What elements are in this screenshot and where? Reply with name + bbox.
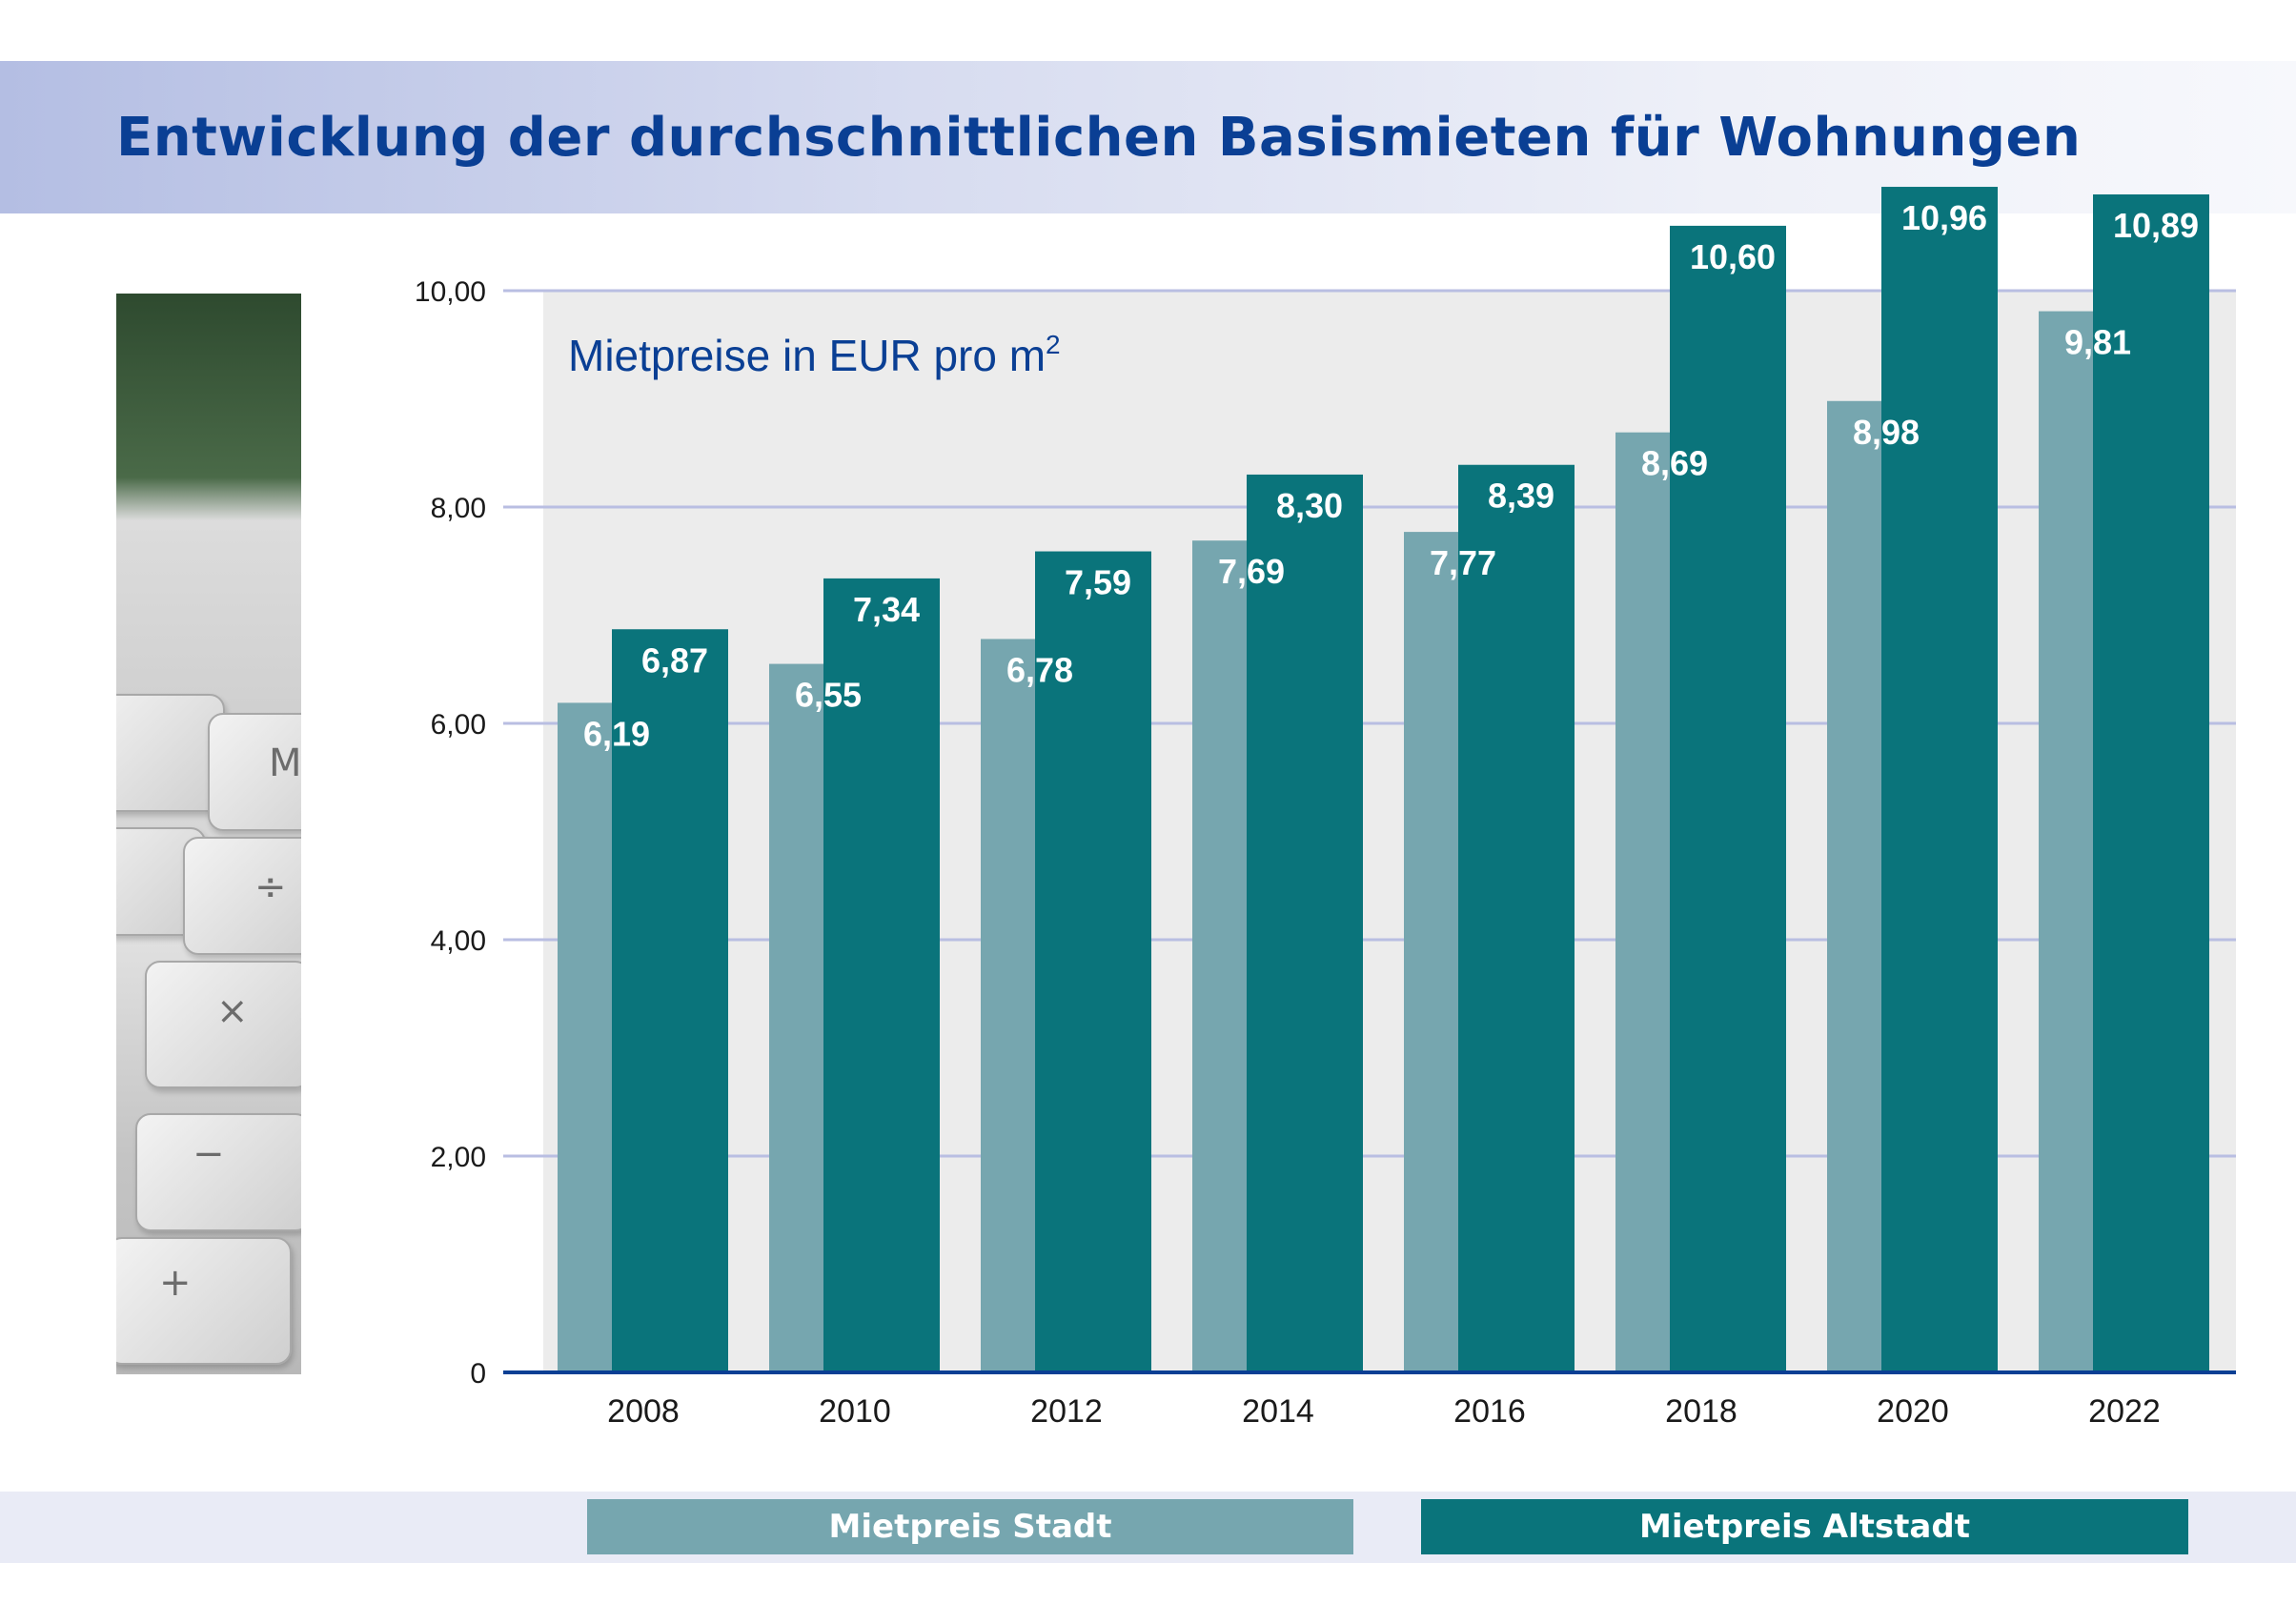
bar-altstadt — [1670, 225, 1786, 1372]
chart-title: Entwicklung der durchschnittlichen Basis… — [116, 107, 2082, 169]
bar-altstadt — [612, 629, 728, 1372]
data-label-stadt: 7,77 — [1430, 543, 1496, 582]
data-label-altstadt: 10,60 — [1690, 237, 1776, 276]
data-label-altstadt: 8,39 — [1488, 477, 1554, 516]
y-tick-label: 0 — [470, 1358, 486, 1390]
y-tick-label: 4,00 — [431, 925, 486, 957]
y-tick-label: 2,00 — [431, 1142, 486, 1173]
bars: 6,19 6,87 6,55 7,34 6,78 7,59 7,69 8,30 7,77 8,39… — [558, 187, 2209, 1373]
data-label-stadt: 7,69 — [1218, 552, 1285, 591]
x-tick-label: 2018 — [1665, 1393, 1737, 1430]
data-label-altstadt: 10,96 — [1901, 198, 1987, 237]
y-axis-ticks: 0 2,00 4,00 6,00 8,00 10,00 — [415, 276, 486, 1390]
unit-superscript: 2 — [1046, 330, 1061, 359]
y-tick-label: 8,00 — [431, 493, 486, 524]
legend-stadt: Mietpreis Stadt — [587, 1499, 1353, 1554]
data-label-stadt: 6,19 — [583, 714, 650, 753]
data-label-altstadt: 10,89 — [2113, 206, 2199, 245]
data-label-stadt: 6,55 — [795, 676, 862, 715]
x-tick-label: 2012 — [1030, 1393, 1103, 1430]
data-label-stadt: 6,78 — [1006, 650, 1073, 689]
bar-altstadt — [1881, 187, 1998, 1372]
x-tick-label: 2022 — [2088, 1393, 2161, 1430]
data-label-stadt: 8,98 — [1853, 413, 1920, 452]
data-label-altstadt: 7,34 — [853, 590, 920, 629]
data-label-stadt: 8,69 — [1641, 444, 1708, 483]
unit-label-text: Mietpreise in EUR pro m — [568, 331, 1046, 380]
bar-altstadt — [1035, 551, 1151, 1372]
x-tick-label: 2008 — [607, 1393, 680, 1430]
data-label-stadt: 9,81 — [2064, 323, 2131, 362]
bar-altstadt — [1458, 464, 1575, 1372]
unit-label: Mietpreise in EUR pro m2 — [568, 330, 1061, 380]
x-tick-label: 2014 — [1242, 1393, 1314, 1430]
bar-altstadt — [2093, 193, 2209, 1373]
bar-altstadt — [823, 578, 940, 1372]
calculator-keys-photo: M ÷ × − + — [116, 294, 301, 1374]
x-tick-label: 2010 — [819, 1393, 891, 1430]
y-tick-label: 6,00 — [431, 709, 486, 741]
x-axis-labels: 2008 2010 2012 2014 2016 2018 2020 2022 — [607, 1393, 2161, 1430]
y-tick-label: 10,00 — [415, 276, 486, 308]
legend-altstadt: Mietpreis Altstadt — [1421, 1499, 2188, 1554]
data-label-altstadt: 8,30 — [1276, 486, 1343, 525]
x-tick-label: 2020 — [1877, 1393, 1949, 1430]
data-label-altstadt: 6,87 — [641, 640, 708, 680]
x-tick-label: 2016 — [1453, 1393, 1526, 1430]
data-label-altstadt: 7,59 — [1065, 563, 1131, 602]
bar-altstadt — [1247, 474, 1363, 1372]
